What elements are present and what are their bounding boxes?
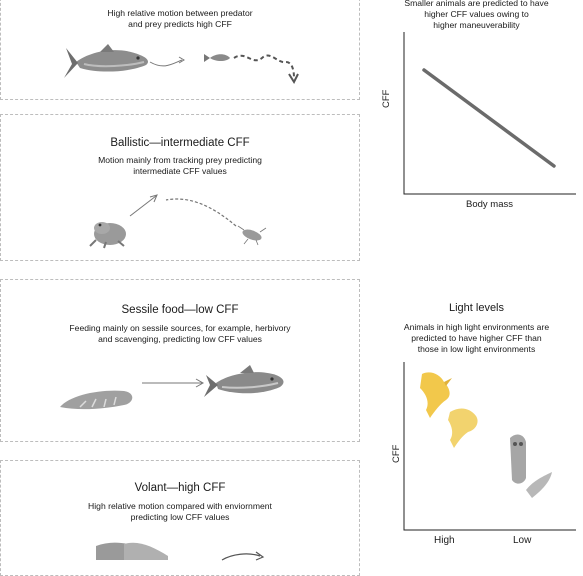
light-levels-title: Light levels (448, 302, 505, 314)
fish-icon (204, 365, 284, 397)
prey-path-arrow (165, 198, 237, 227)
small-fish-icon (204, 54, 230, 62)
body-mass-trend-line (422, 68, 556, 168)
ballistic-arrow (129, 195, 157, 217)
toad-icon (89, 222, 126, 249)
volant-illustration (96, 542, 265, 561)
light-levels-tick-low: Low (513, 535, 532, 546)
ballistic-illustration (89, 194, 267, 249)
panel-description: Motion mainly from tracking prey predict… (98, 155, 262, 176)
panel-title: Ballistic—intermediate CFF (110, 137, 250, 149)
panel-ballistic: Ballistic—intermediate CFF Motion mainly… (0, 114, 360, 261)
panel-description: High relative motion between predator an… (107, 8, 253, 29)
manatee-icon (60, 390, 133, 410)
light-levels-axes (403, 362, 576, 531)
tuna-motion-arrow (149, 59, 183, 67)
volant-arrow (221, 553, 261, 561)
body-mass-chart (403, 32, 576, 195)
light-levels-ylabel: CFF (391, 444, 402, 463)
panel-sessile: Sessile food—low CFF Feeding mainly on s… (0, 279, 360, 442)
panel-title: Sessile food—low CFF (121, 304, 239, 316)
tuna-icon (64, 44, 148, 78)
light-levels-chart (403, 362, 576, 531)
panel-description: Feeding mainly on sessile sources, for e… (69, 323, 291, 344)
panel-pursuit: High relative motion between predator an… (0, 0, 360, 100)
body-mass-xlabel: Body mass (466, 199, 513, 210)
beetle-icon (237, 225, 267, 246)
sessile-illustration (60, 365, 284, 410)
prey-motion-arrow (233, 54, 295, 79)
owl-icon (510, 434, 526, 484)
body-mass-axes (403, 32, 576, 195)
yellow-bird-icon (420, 372, 452, 418)
body-mass-description: Smaller animals are predicted to have hi… (404, 0, 549, 30)
body-mass-ylabel: CFF (381, 89, 392, 108)
panel-description: High relative motion compared with envio… (88, 501, 272, 522)
flying-birds-icon (96, 542, 168, 560)
panel-title: Volant—high CFF (134, 482, 226, 494)
light-levels-tick-high: High (434, 535, 455, 546)
gray-bird-icon (526, 472, 552, 498)
pursuit-illustration (64, 44, 299, 85)
light-levels-description: Animals in high light environments are p… (403, 322, 550, 354)
yellow-bird-icon (448, 408, 478, 448)
